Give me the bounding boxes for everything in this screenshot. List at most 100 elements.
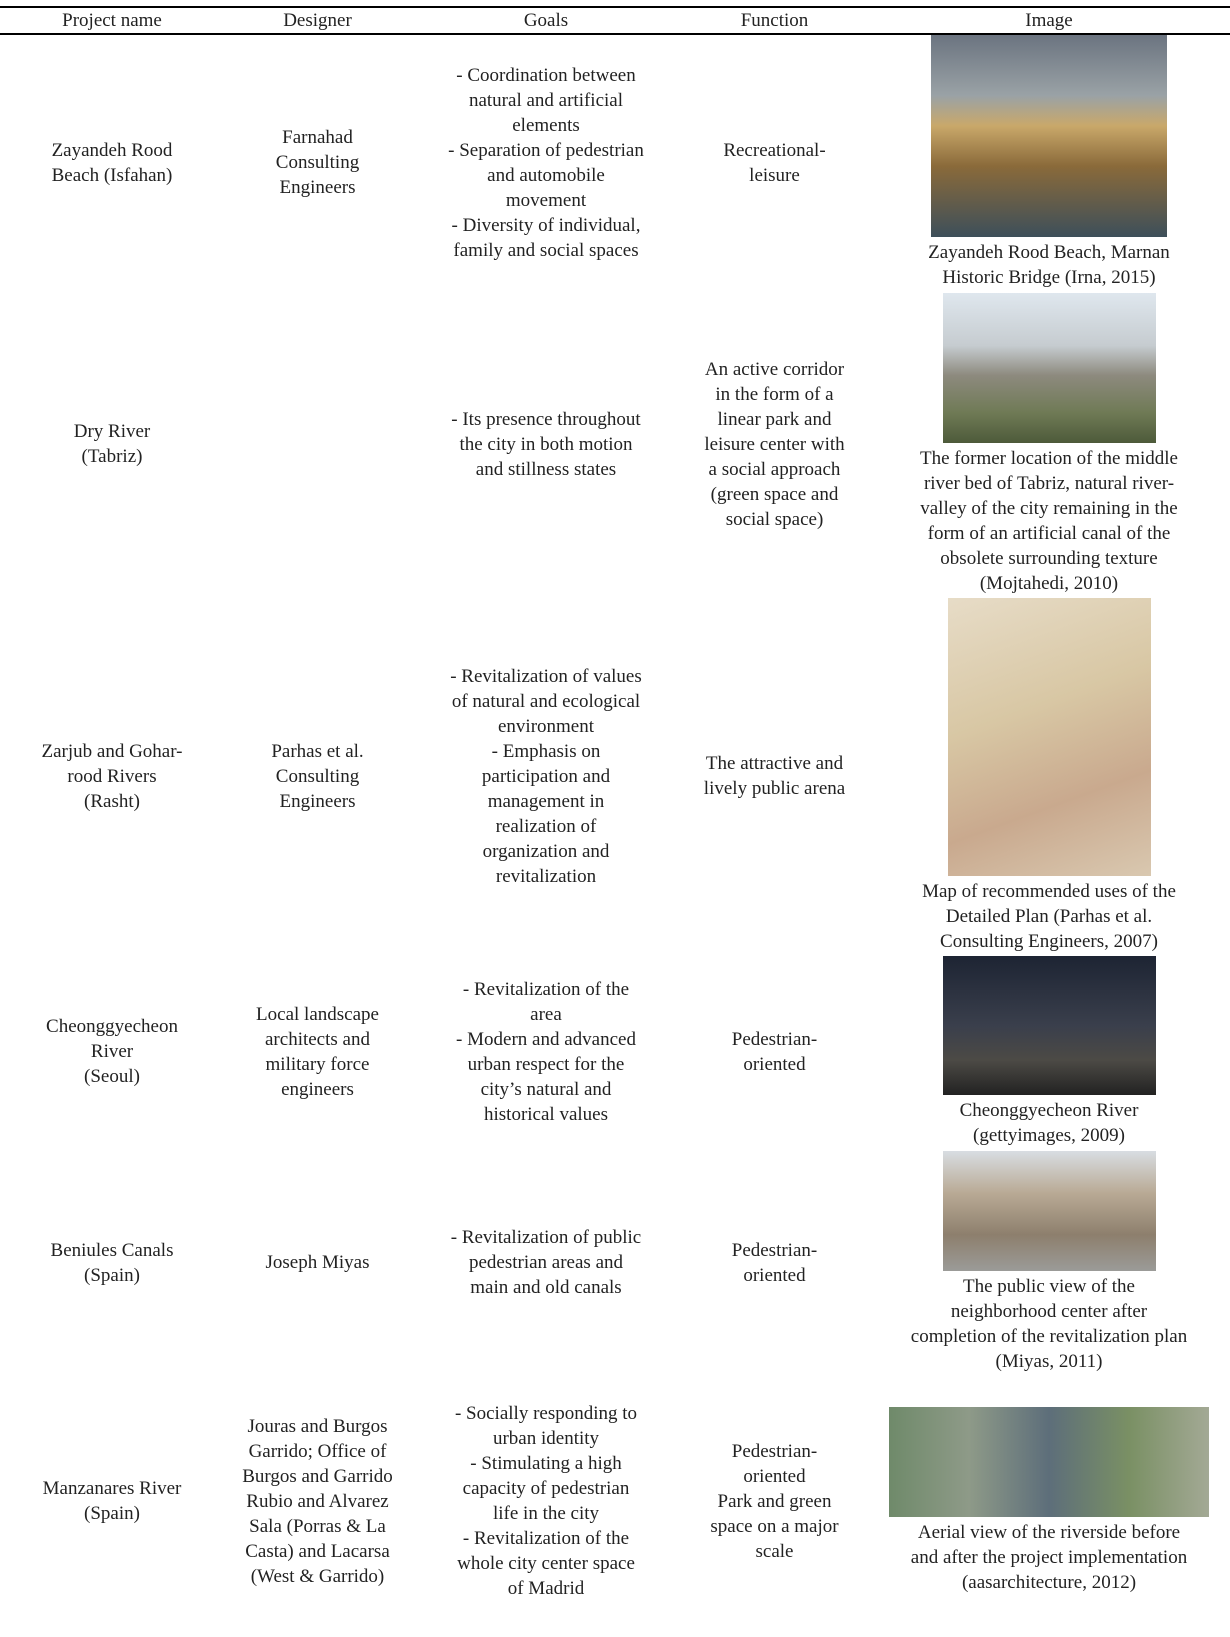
text-line: - Separation of pedestrian — [448, 139, 644, 161]
photo — [947, 598, 1151, 876]
text-line: - Socially responding to — [454, 1403, 638, 1424]
project-name: Zarjub and Gohar-rood Rivers (Rasht) — [0, 598, 224, 954]
designer: Parhas et al. Consulting Engineers — [224, 598, 411, 954]
text-line: An active corridor — [704, 358, 845, 380]
text-line: elements — [512, 114, 580, 136]
text-line: Consulting — [275, 765, 360, 787]
text-line: Zayandeh Rood Beach, Marnan — [928, 242, 1170, 263]
table-row: Beniules Canals (Spain) Joseph Miyas - Revi… — [0, 1149, 1230, 1376]
text-line: Joseph Miyas — [265, 1252, 370, 1273]
text-line: (Seoul) — [84, 1066, 140, 1087]
text-line: Engineers — [279, 177, 356, 198]
project-name: Cheonggyecheon River (Seoul) — [0, 954, 224, 1149]
text-line: Sala (Porras & La — [249, 1515, 386, 1537]
text-line: life in the city — [492, 1503, 600, 1524]
photo — [889, 1407, 1209, 1517]
text-line: Consulting Engineers, 2007) — [940, 931, 1158, 952]
text-line: - Revitalization of the — [462, 978, 630, 1000]
text-line: valley of the city remaining in the — [920, 497, 1178, 519]
text-line: in the form of a — [715, 383, 834, 405]
image-cell: Zayandeh Rood Beach, Marnan Historic Brid… — [868, 34, 1230, 290]
designer: Jouras and Burgos Garrido; Office of Burgo… — [224, 1376, 411, 1626]
text-line: completion of the revitalization plan — [910, 1326, 1188, 1347]
text-line: (gettyimages, 2009) — [973, 1124, 1125, 1146]
table-row: Zarjub and Gohar-rood Rivers (Rasht) Parha… — [0, 598, 1230, 954]
text-line: - Stimulating a high — [470, 1453, 622, 1474]
text-line: Garrido; Office of — [248, 1440, 387, 1462]
designer — [224, 290, 411, 598]
header-cell: Image — [868, 6, 1230, 35]
text-line: (Spain) — [84, 1503, 140, 1524]
text-line: river bed of Tabriz, natural river- — [923, 472, 1175, 494]
text-line: - Emphasis on — [491, 740, 601, 762]
text-line: a social approach — [708, 458, 841, 480]
text-line: Historic Bridge (Irna, 2015) — [942, 267, 1156, 288]
text-line: of Madrid — [507, 1578, 585, 1599]
function: Pedestrian-oriented Park and green space o… — [681, 1376, 868, 1626]
text-line: oriented — [743, 1053, 806, 1075]
goals: - Socially responding to urban identity - … — [411, 1376, 681, 1626]
text-line: and automobile — [487, 164, 605, 186]
function: Recreational-leisure — [681, 34, 868, 290]
text-line: - Revitalization of public — [450, 1227, 642, 1248]
text-line: organization and — [482, 840, 610, 862]
text-line: leisure — [749, 164, 800, 186]
text-line: Pedestrian- — [731, 1239, 818, 1261]
text-line: neighborhood center after — [950, 1301, 1148, 1322]
text-line: Dry River — [73, 421, 151, 442]
header-row: Project name Designer Goals Function Image — [0, 6, 1230, 35]
text-line: Cheonggyecheon River — [959, 1099, 1139, 1121]
image-cell: The former location of the middle river b… — [868, 290, 1230, 598]
header-cell: Designer — [224, 6, 411, 35]
text-line: the city in both motion — [459, 433, 633, 455]
text-line: Beniules Canals — [50, 1239, 174, 1261]
text-line: (Miyas, 2011) — [995, 1351, 1103, 1372]
text-line: Pedestrian- — [731, 1440, 818, 1462]
text-line: Local landscape — [256, 1003, 379, 1025]
project-name: Zayandeh Rood Beach (Isfahan) — [0, 34, 224, 290]
photo — [931, 35, 1167, 237]
text-line: Consulting — [275, 152, 360, 173]
text-line: Aerial view of the riverside before — [917, 1522, 1181, 1543]
text-line: main and old canals — [470, 1277, 622, 1298]
text-line: Zayandeh Rood — [51, 139, 173, 161]
text-line: - Revitalization of the — [462, 1528, 630, 1549]
image-cell: Cheonggyecheon River (gettyimages, 2009) — [868, 954, 1230, 1149]
text-line: Farnahad — [282, 127, 353, 148]
project-name: Dry River (Tabriz) — [0, 290, 224, 598]
text-line: revitalization — [495, 865, 597, 887]
text-line: area — [530, 1003, 562, 1025]
text-line: Rubio and Alvarez — [246, 1490, 389, 1512]
text-line: Map of recommended uses of the — [922, 881, 1176, 902]
text-line: military force — [265, 1053, 370, 1075]
designer: Farnahad Consulting Engineers — [224, 34, 411, 290]
image-cell: The public view of the neighborhood cente… — [868, 1149, 1230, 1376]
text-line: The former location of the middle — [920, 447, 1178, 469]
text-line: leisure center with — [704, 433, 845, 455]
table-row: Manzanares River (Spain) Jouras and Burgos… — [0, 1376, 1230, 1626]
text-line: social space) — [725, 508, 824, 530]
text-line: Recreational- — [723, 139, 826, 161]
header-cell: Project name — [0, 6, 224, 35]
goals: - Revitalization of the area - Modern and … — [411, 954, 681, 1149]
text-line: architects and — [265, 1028, 370, 1050]
text-line: family and social spaces — [453, 239, 639, 261]
table-row: Dry River (Tabriz) - Its presence througho… — [0, 290, 1230, 598]
text-line: urban respect for the — [467, 1053, 625, 1075]
photo — [942, 1151, 1156, 1271]
text-line: The attractive and — [705, 753, 844, 774]
function: Pedestrian-oriented — [681, 1149, 868, 1376]
image-cell: Aerial view of the riverside before and a… — [868, 1376, 1230, 1626]
text-line: and after the project implementation — [910, 1547, 1188, 1568]
text-line: whole city center space — [457, 1553, 635, 1574]
text-line: (West & Garrido) — [250, 1565, 385, 1587]
text-line: oriented — [743, 1465, 806, 1487]
goals: - Revitalization of public pedestrian are… — [411, 1149, 681, 1376]
project-name: Manzanares River (Spain) — [0, 1376, 224, 1626]
text-line: (green space and — [710, 483, 839, 505]
text-line: (Tabriz) — [81, 446, 143, 467]
text-line: Burgos and Garrido — [242, 1465, 393, 1487]
text-line: lively public arena — [703, 778, 846, 799]
table-row: Zayandeh Rood Beach (Isfahan) Farnahad Cons… — [0, 34, 1230, 290]
